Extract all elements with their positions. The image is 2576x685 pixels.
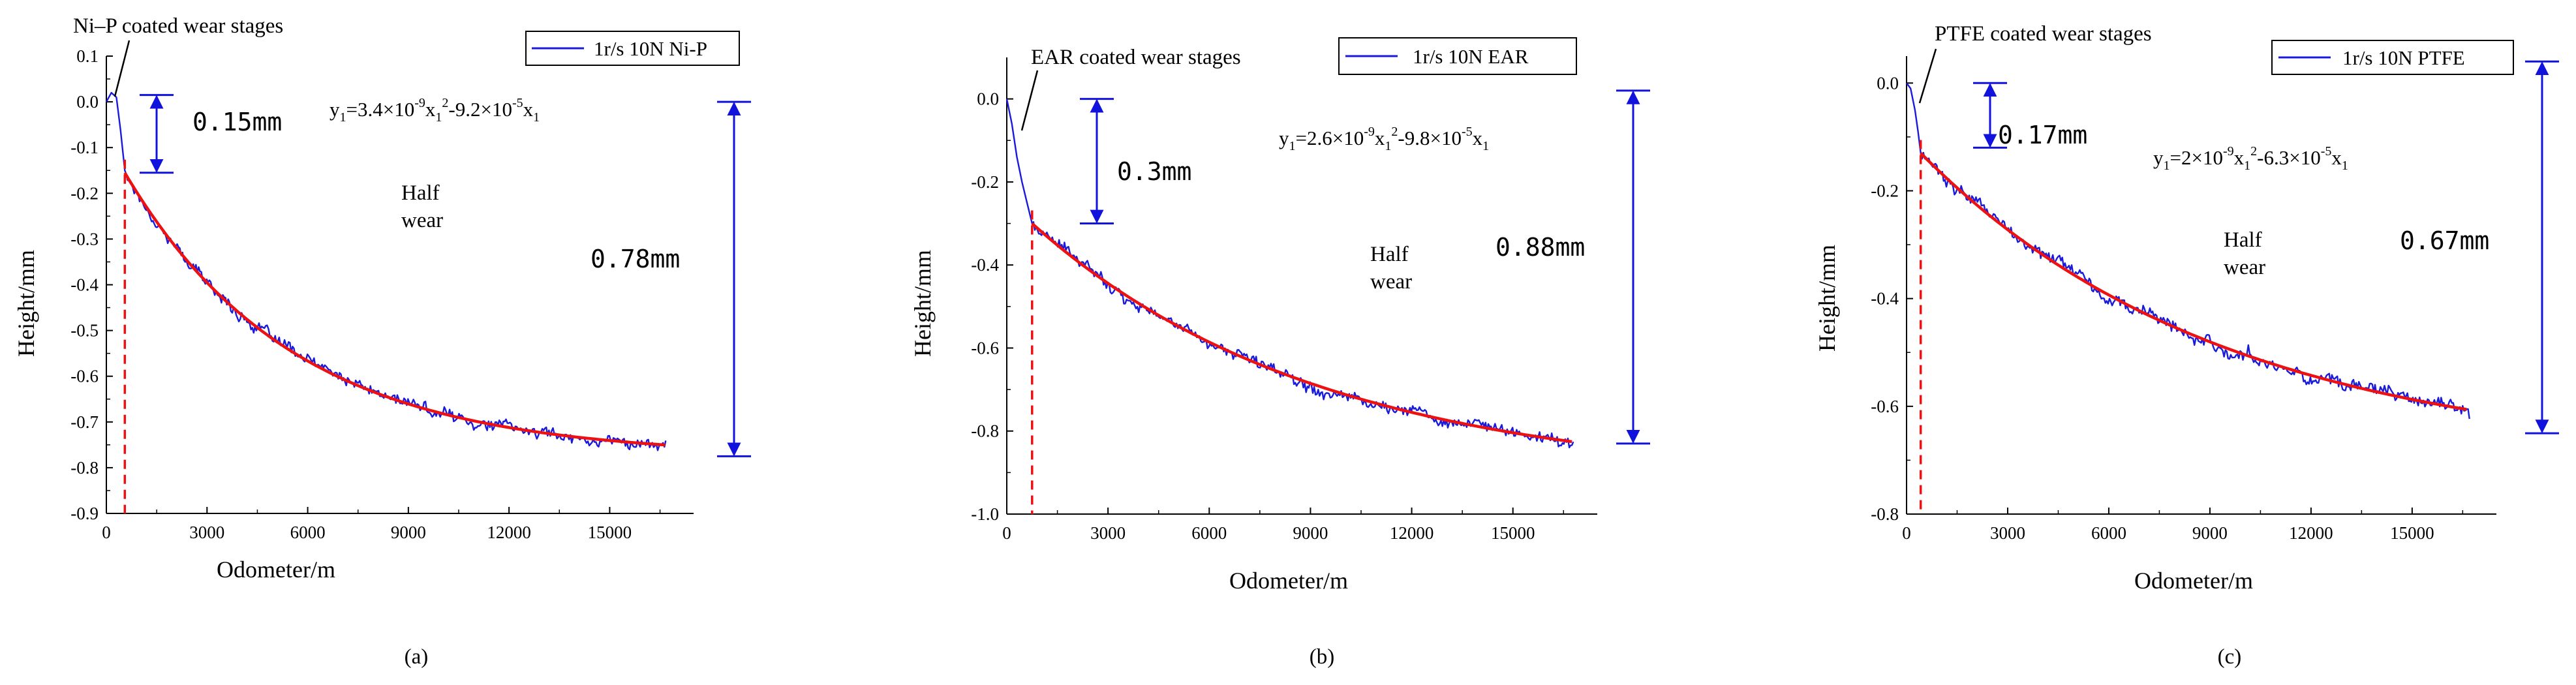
coating-stage-label: PTFE coated wear stages (1935, 22, 2152, 46)
x-tick-label: 0 (102, 523, 111, 542)
coating-stage-label: Ni–P coated wear stages (73, 14, 283, 38)
y-tick-label: -0.8 (70, 458, 99, 478)
y-tick-label: -0.6 (1871, 397, 1899, 416)
x-tick-label: 6000 (1191, 523, 1227, 543)
fit-series-line (123, 172, 666, 447)
total-depth-label: 0.88mm (1495, 233, 1585, 262)
coating-stage-pointer (1918, 48, 1937, 104)
y-tick-label: -0.7 (70, 412, 99, 432)
x-tick-label: 9000 (391, 523, 426, 542)
legend-box (525, 31, 740, 66)
y-tick-label: -0.8 (1871, 504, 1899, 524)
annotations-b (1031, 89, 1650, 514)
legend: 1r/s 10N PTFE (2271, 40, 2514, 75)
annotations-c (1919, 60, 2559, 514)
y-axis-label: Height/mm (1814, 245, 1840, 352)
legend-label: 1r/s 10N Ni-P (594, 37, 707, 60)
x-tick-label: 9000 (1293, 523, 1328, 543)
axes-a: 0 3000 6000 9000 12000 15000 0.1 0.0 -0.1 -0.2 -0.… (70, 46, 694, 542)
x-tick-label: 15000 (588, 523, 632, 542)
y-tick-label: -0.6 (971, 338, 999, 358)
y-tick-label: -0.6 (70, 367, 99, 386)
fit-series-line (1031, 222, 1572, 444)
y-tick-label: -0.1 (70, 138, 99, 157)
legend-label: 1r/s 10N EAR (1413, 45, 1529, 68)
y-tick-label: -0.9 (70, 504, 99, 523)
y-tick-label: 0.1 (76, 46, 99, 66)
x-tick-label: 0 (1002, 523, 1011, 543)
half-wear-label: Half wear (1370, 243, 1414, 294)
curves-a (105, 91, 667, 451)
panel-a: 0 3000 6000 9000 12000 15000 0.1 0.0 -0.1 -0.2 -0.… (13, 14, 751, 669)
y-tick-label: 0.0 (76, 92, 99, 112)
fit-equation: y1=3.4×10-9x12-9.2×10-5x1 (330, 96, 540, 125)
panel-b: 0 3000 6000 9000 12000 15000 0.0 -0.2 -0.4 -0.6 -0… (910, 37, 1650, 669)
y-tick-label: -0.5 (70, 321, 99, 341)
x-tick-label: 12000 (2289, 523, 2333, 543)
fit-equation: y1=2.6×10-9x12-9.8×10-5x1 (1279, 125, 1489, 153)
half-wear-label: Half wear (2224, 228, 2267, 279)
axes-c: 0 3000 6000 9000 12000 15000 0.0 -0.2 -0.4 -0.6 -0… (1871, 56, 2496, 543)
y-tick-label: -0.4 (70, 275, 99, 295)
y-tick-label: -0.4 (971, 255, 999, 275)
x-tick-label: 3000 (1990, 523, 2025, 543)
total-depth-label: 0.78mm (590, 245, 680, 273)
coating-stage-pointer (114, 40, 130, 97)
half-wear-label: Half wear (401, 181, 445, 232)
x-tick-label: 0 (1902, 523, 1911, 543)
x-axis-label: Odometer/m (217, 556, 335, 583)
first-stage-depth-label: 0.3mm (1117, 157, 1191, 186)
y-tick-label: -0.2 (70, 183, 99, 203)
x-tick-label: 9000 (2192, 523, 2228, 543)
curves-c (1906, 82, 2470, 419)
x-tick-label: 15000 (2390, 523, 2434, 543)
y-tick-label: -0.8 (971, 421, 999, 441)
axes-b: 0 3000 6000 9000 12000 15000 0.0 -0.2 -0.4 -0.6 -0… (971, 57, 1597, 543)
x-tick-label: 3000 (1090, 523, 1126, 543)
y-tick-label: -0.4 (1871, 289, 1899, 309)
x-tick-label: 6000 (290, 523, 326, 542)
panel-label: (a) (405, 645, 429, 669)
x-axis-label: Odometer/m (1229, 568, 1348, 594)
legend: 1r/s 10N EAR (1338, 37, 1577, 75)
x-tick-label: 6000 (2091, 523, 2126, 543)
y-axis-label: Height/mm (13, 250, 39, 357)
total-depth-label: 0.67mm (2400, 226, 2489, 255)
panel-label: (b) (1310, 645, 1334, 669)
y-tick-label: 0.0 (977, 89, 999, 109)
y-tick-label: -0.3 (70, 229, 99, 249)
panel-label: (c) (2218, 645, 2242, 669)
fit-equation: y1=2×10-9x12-6.3×10-5x1 (2153, 144, 2348, 173)
y-tick-label: -0.2 (1871, 181, 1899, 200)
fit-series-line (1920, 152, 2467, 411)
y-tick-label: -0.2 (971, 172, 999, 192)
y-tick-label: 0.0 (1877, 73, 1899, 93)
legend-label: 1r/s 10N PTFE (2342, 46, 2465, 69)
coating-stage-pointer (1020, 70, 1039, 131)
annotations-a (123, 94, 751, 513)
x-tick-label: 3000 (189, 523, 224, 542)
legend: 1r/s 10N Ni-P (525, 31, 740, 66)
coating-stage-label: EAR coated wear stages (1031, 46, 1241, 69)
panel-c: 0 3000 6000 9000 12000 15000 0.0 -0.2 -0.4 -0.6 -0… (1814, 22, 2559, 669)
y-tick-label: -1.0 (971, 504, 999, 524)
x-axis-label: Odometer/m (2134, 568, 2253, 594)
curves-b (1005, 99, 1574, 449)
first-stage-depth-label: 0.17mm (1998, 121, 2087, 149)
x-tick-label: 12000 (487, 523, 531, 542)
y-axis-label: Height/mm (910, 250, 936, 357)
x-tick-label: 12000 (1390, 523, 1434, 543)
first-stage-depth-label: 0.15mm (192, 108, 282, 136)
x-tick-label: 15000 (1491, 523, 1535, 543)
